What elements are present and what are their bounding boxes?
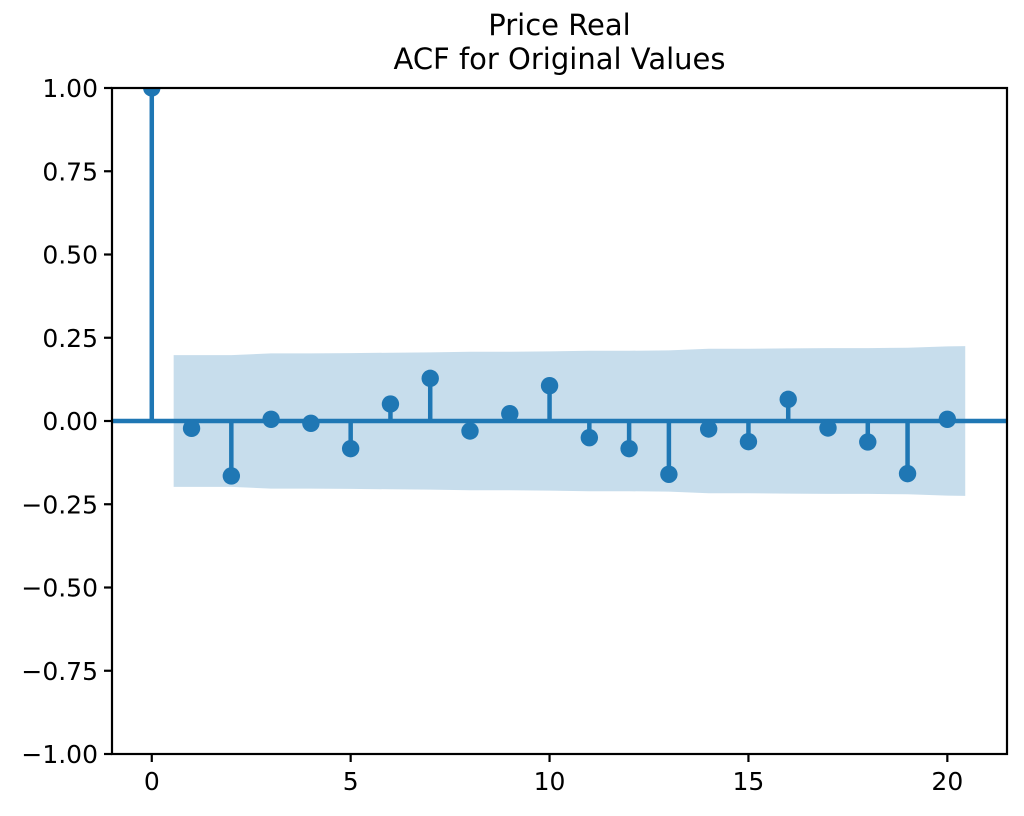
chart-title: Price Real ACF for Original Values: [112, 8, 1007, 76]
x-tick-label-5: 5: [343, 767, 359, 796]
marker-lag-14: [699, 420, 718, 438]
x-tick-label-10: 10: [534, 767, 566, 796]
marker-lag-1: [182, 419, 201, 438]
marker-lag-17: [819, 419, 837, 437]
marker-lag-13: [660, 465, 678, 483]
marker-lag-10: [540, 377, 559, 395]
chart-title-line1: Price Real: [488, 8, 631, 42]
marker-lag-16: [779, 390, 797, 409]
marker-lag-5: [341, 439, 360, 458]
marker-lag-9: [501, 404, 519, 423]
marker-lag-19: [898, 464, 917, 483]
marker-lag-15: [739, 432, 758, 451]
stems-group: [143, 88, 957, 485]
y-tick-label-−0.25: −0.25: [21, 490, 98, 519]
x-tick-label-0: 0: [144, 767, 160, 796]
marker-lag-6: [381, 395, 400, 413]
marker-lag-20: [938, 410, 957, 429]
marker-lag-3: [262, 410, 280, 429]
y-tick-label-−1.00: −1.00: [21, 740, 98, 769]
y-tick-label-0.00: 0.00: [42, 407, 98, 436]
y-tick-label-0.50: 0.50: [42, 241, 98, 270]
marker-lag-7: [421, 369, 439, 388]
y-tick-label-1.00: 1.00: [42, 74, 98, 103]
marker-lag-12: [620, 439, 638, 458]
x-tick-label-20: 20: [931, 767, 963, 796]
marker-lag-11: [580, 428, 599, 447]
x-tick-label-15: 15: [733, 767, 765, 796]
y-tick-label-0.25: 0.25: [42, 324, 98, 353]
chart-title-line2: ACF for Original Values: [393, 42, 726, 76]
marker-lag-0: [143, 88, 161, 97]
marker-lag-8: [461, 422, 479, 440]
marker-lag-4: [302, 414, 320, 433]
y-tick-label-0.75: 0.75: [42, 157, 98, 186]
y-tick-label-−0.50: −0.50: [21, 574, 98, 603]
marker-lag-2: [222, 467, 241, 485]
y-tick-label-−0.75: −0.75: [21, 657, 98, 686]
marker-lag-18: [859, 433, 877, 451]
